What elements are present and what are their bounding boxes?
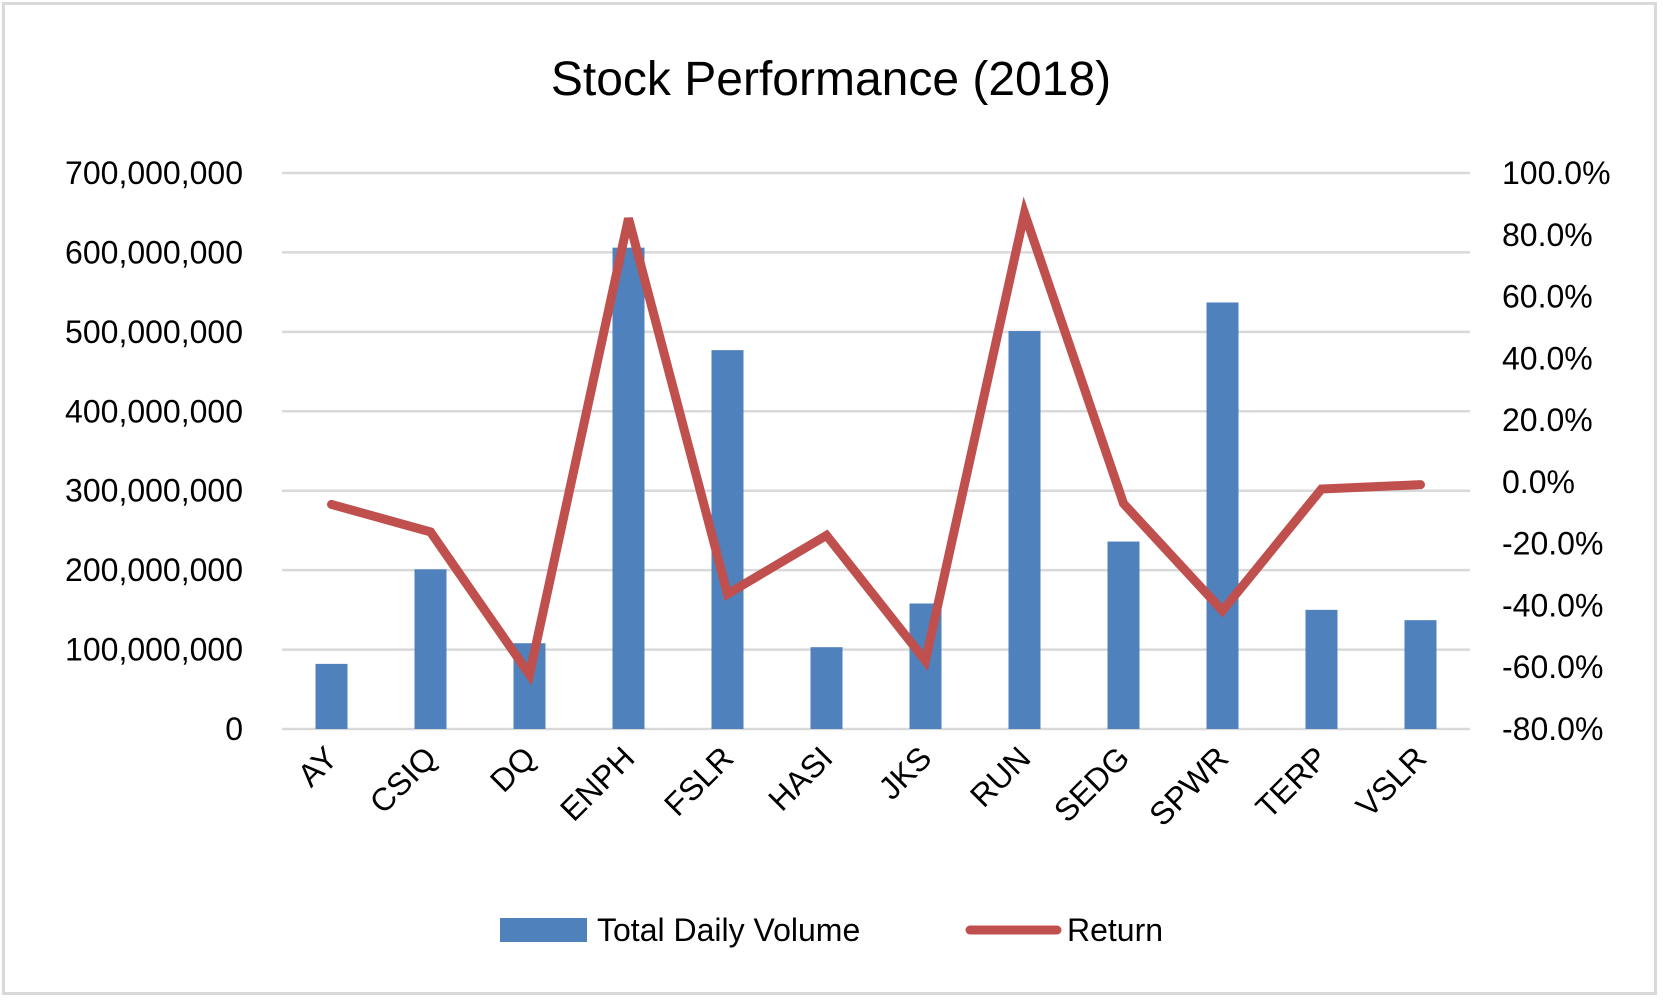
left-axis-labels: 0 100,000,000 200,000,000 300,000,000 400,00… — [65, 155, 243, 747]
right-axis-tick-label: 80.0% — [1502, 217, 1593, 253]
gridlines — [282, 171, 1470, 731]
left-axis-tick-label: 300,000,000 — [65, 473, 243, 509]
bar-enph — [612, 247, 645, 730]
return-line — [327, 196, 1425, 686]
x-axis-tick-label: AY — [290, 739, 344, 793]
right-axis-tick-label: 60.0% — [1502, 279, 1593, 315]
left-axis-tick-label: 600,000,000 — [65, 234, 243, 270]
legend-label-volume: Total Daily Volume — [597, 912, 860, 948]
bar-spwr — [1206, 302, 1239, 729]
right-axis-tick-label: 40.0% — [1502, 340, 1593, 376]
right-axis-tick-label: -80.0% — [1502, 711, 1603, 747]
right-axis-tick-label: -60.0% — [1502, 649, 1603, 685]
x-axis-tick-label: SPWR — [1142, 739, 1235, 832]
left-axis-tick-label: 200,000,000 — [65, 552, 243, 588]
chart-title: Stock Performance (2018) — [551, 53, 1111, 106]
x-axis-labels: AY CSIQ DQ ENPH FSLR HASI JKS RUN SEDG SPWR TERP VS… — [290, 739, 1433, 832]
left-axis-tick-label: 400,000,000 — [65, 393, 243, 429]
return-line-group — [327, 196, 1425, 686]
right-axis-tick-label: 100.0% — [1502, 155, 1611, 191]
bar-csiq — [414, 569, 447, 729]
x-axis-tick-label: VSLR — [1349, 739, 1434, 824]
right-axis-tick-label: 20.0% — [1502, 402, 1593, 438]
right-axis-tick-label: 0.0% — [1502, 464, 1575, 500]
bar-terp — [1305, 609, 1338, 729]
x-axis-tick-label: HASI — [761, 739, 839, 817]
left-axis-tick-label: 500,000,000 — [65, 314, 243, 350]
right-axis-tick-label: -40.0% — [1502, 587, 1603, 623]
x-axis-tick-label: SEDG — [1047, 739, 1137, 829]
legend-swatch-volume — [500, 918, 587, 942]
left-axis-tick-label: 0 — [225, 711, 243, 747]
bar-vslr — [1404, 620, 1437, 729]
x-axis-tick-label: DQ — [483, 739, 542, 798]
x-axis-tick-label: JKS — [871, 739, 938, 806]
x-axis-tick-label: FSLR — [657, 739, 740, 822]
x-axis-tick-label: TERP — [1249, 739, 1335, 825]
left-axis-tick-label: 700,000,000 — [65, 155, 243, 191]
x-axis-tick-label: ENPH — [553, 739, 641, 827]
bar-ay — [315, 663, 348, 729]
bar-run — [1008, 331, 1041, 729]
legend-label-return: Return — [1067, 912, 1163, 948]
right-axis-labels: -80.0% -60.0% -40.0% -20.0% 0.0% 20.0% 40.0% 60… — [1502, 155, 1611, 747]
left-axis-tick-label: 100,000,000 — [65, 632, 243, 668]
volume-bars — [315, 247, 1437, 730]
legend: Total Daily Volume Return — [500, 912, 1163, 948]
x-axis-tick-label: CSIQ — [363, 739, 444, 820]
right-axis-tick-label: -20.0% — [1502, 526, 1603, 562]
bar-hasi — [810, 647, 843, 729]
bar-sedg — [1107, 541, 1140, 729]
x-axis-tick-label: RUN — [963, 739, 1037, 813]
